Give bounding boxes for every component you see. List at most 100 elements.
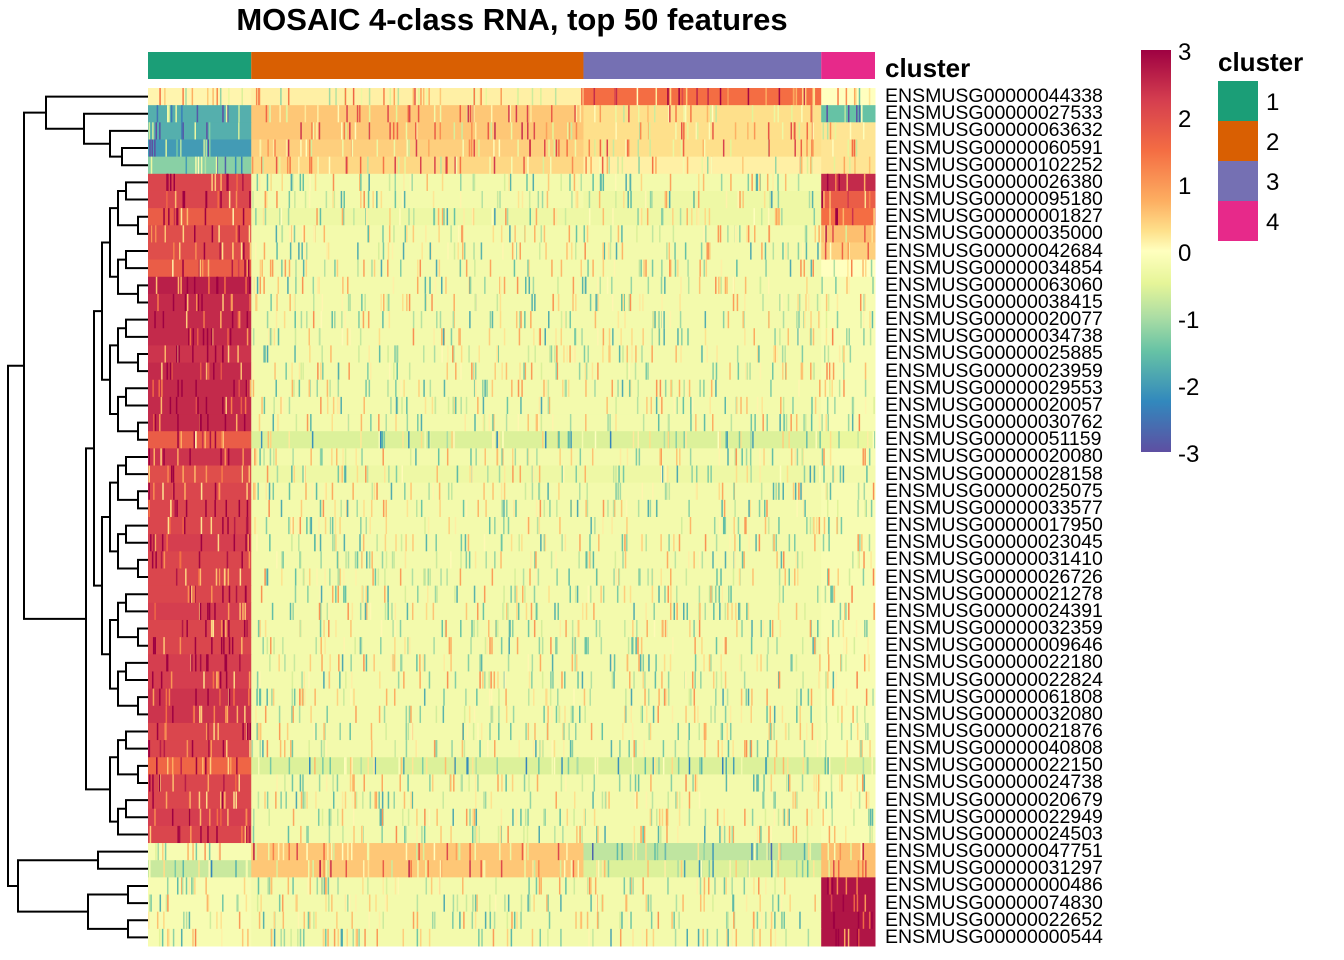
heatmap-streak — [243, 619, 246, 638]
heatmap-streak — [805, 242, 808, 261]
heatmap-streak — [488, 619, 490, 638]
heatmap-streak — [469, 276, 472, 295]
heatmap-streak — [657, 414, 660, 432]
heatmap-streak — [446, 208, 449, 226]
heatmap-streak — [273, 911, 276, 930]
heatmap-streak — [723, 877, 726, 896]
heatmap-streak — [226, 105, 229, 123]
heatmap-streak — [657, 911, 660, 930]
heatmap-streak — [210, 328, 213, 346]
heatmap-streak — [869, 825, 871, 844]
heatmap-cell — [148, 757, 252, 775]
heatmap-streak — [328, 619, 330, 638]
heatmap-streak — [853, 139, 856, 158]
heatmap-streak — [207, 688, 209, 707]
heatmap-streak — [360, 431, 362, 449]
heatmap-streak — [325, 894, 327, 913]
heatmap-streak — [416, 911, 419, 930]
heatmap-streak — [388, 173, 391, 192]
heatmap-streak — [419, 156, 422, 175]
heatmap-streak — [415, 448, 417, 467]
heatmap-streak — [306, 517, 308, 535]
heatmap-streak — [391, 242, 394, 261]
heatmap-streak — [715, 688, 717, 707]
heatmap-streak — [431, 774, 434, 793]
heatmap-streak — [587, 637, 589, 655]
heatmap-streak — [248, 825, 251, 844]
heatmap-streak — [581, 774, 584, 793]
heatmap-streak — [581, 328, 583, 346]
heatmap-streak — [806, 431, 808, 449]
heatmap-streak — [810, 328, 812, 346]
heatmap-streak — [485, 88, 488, 106]
heatmap-streak — [749, 740, 752, 758]
heatmap-streak — [286, 722, 289, 741]
heatmap-streak — [780, 396, 782, 415]
heatmap-streak — [464, 414, 467, 432]
heatmap-streak — [480, 88, 482, 106]
heatmap-streak — [454, 396, 457, 415]
heatmap-streak — [392, 122, 395, 140]
heatmap-cell — [148, 928, 252, 947]
heatmap-streak — [623, 877, 626, 896]
heatmap-streak — [744, 808, 746, 827]
heatmap-streak — [404, 637, 406, 655]
heatmap-streak — [857, 911, 860, 930]
heatmap-streak — [601, 156, 604, 175]
heatmap-streak — [339, 517, 341, 535]
heatmap-streak — [256, 534, 258, 552]
heatmap-streak — [715, 534, 718, 552]
heatmap-streak — [371, 482, 374, 501]
heatmap-streak — [361, 293, 363, 312]
heatmap-streak — [259, 671, 261, 690]
heatmap-streak — [259, 722, 262, 741]
heatmap-streak — [628, 293, 631, 312]
heatmap-streak — [546, 190, 549, 209]
heatmap-streak — [851, 585, 853, 604]
heatmap-streak — [539, 499, 542, 518]
heatmap-streak — [169, 173, 172, 192]
heatmap-streak — [275, 448, 277, 467]
heatmap-streak — [663, 328, 665, 346]
heatmap-streak — [581, 88, 583, 106]
row-label: ENSMUSG00000034738 — [885, 325, 1103, 348]
heatmap-streak — [336, 551, 339, 569]
heatmap-streak — [597, 276, 599, 295]
heatmap-streak — [619, 448, 622, 467]
heatmap-streak — [442, 791, 444, 810]
heatmap-streak — [699, 259, 701, 278]
heatmap-streak — [554, 825, 556, 844]
heatmap-streak — [152, 122, 154, 140]
heatmap-streak — [414, 88, 416, 106]
heatmap-streak — [300, 311, 303, 329]
heatmap-streak — [830, 774, 833, 793]
heatmap-streak — [661, 396, 663, 415]
heatmap-streak — [225, 499, 228, 518]
heatmap-streak — [637, 105, 640, 123]
heatmap-streak — [387, 791, 390, 810]
heatmap-streak — [357, 242, 359, 261]
heatmap-streak — [661, 671, 663, 690]
heatmap-streak — [837, 88, 839, 106]
heatmap-streak — [289, 242, 292, 261]
heatmap-streak — [600, 585, 602, 604]
heatmap-streak — [847, 414, 850, 432]
heatmap-streak — [223, 774, 225, 793]
heatmap-streak — [584, 808, 586, 827]
heatmap-streak — [527, 843, 529, 861]
heatmap-streak — [200, 705, 203, 724]
heatmap-streak — [669, 259, 671, 278]
legend-swatch — [1218, 161, 1258, 201]
row-label: ENSMUSG00000009646 — [885, 634, 1103, 657]
heatmap-streak — [782, 482, 784, 501]
heatmap-streak — [659, 448, 661, 467]
heatmap-streak — [678, 911, 680, 930]
heatmap-streak — [814, 396, 817, 415]
heatmap-streak — [386, 293, 389, 312]
heatmap-streak — [267, 877, 269, 896]
heatmap-streak — [671, 757, 674, 775]
heatmap-streak — [715, 637, 718, 655]
heatmap-streak — [528, 276, 531, 295]
heatmap-streak — [872, 482, 875, 501]
heatmap-streak — [238, 225, 240, 243]
